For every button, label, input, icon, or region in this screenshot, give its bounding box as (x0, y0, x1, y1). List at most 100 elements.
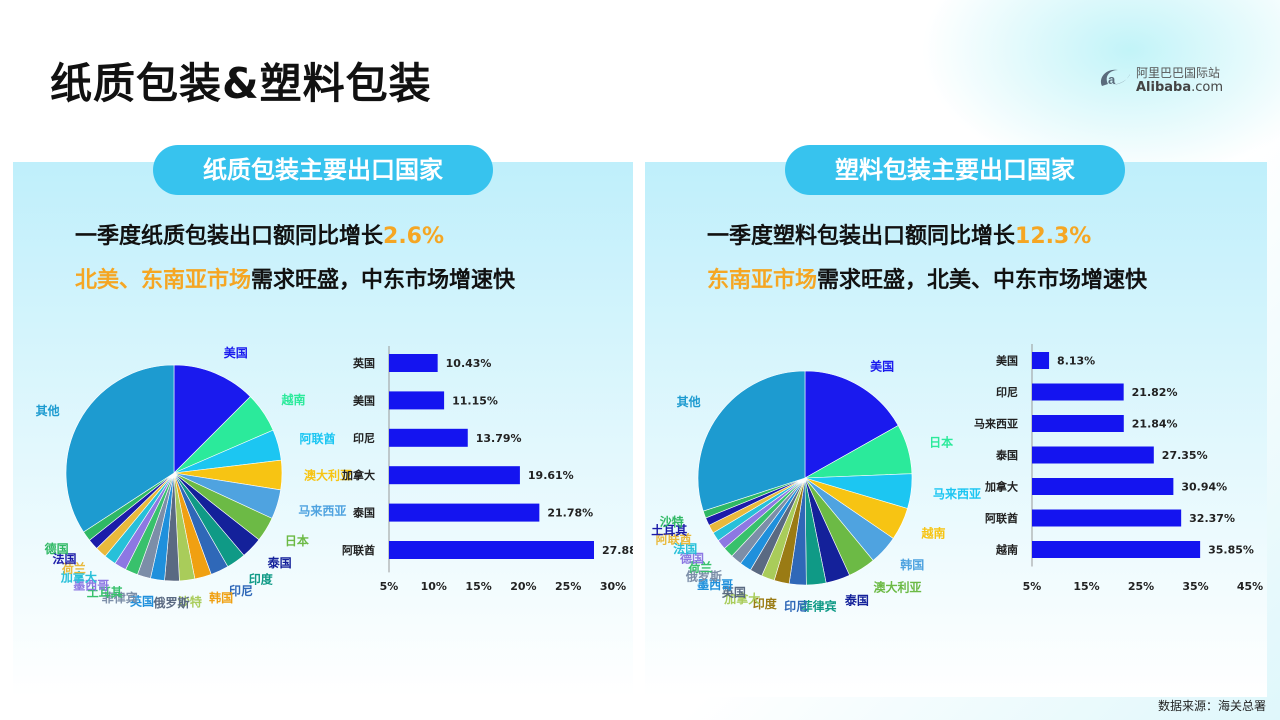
plastic-growth-value: 12.3% (1015, 224, 1092, 249)
paper-pie-label-18: 法国 (52, 551, 76, 566)
paper-packaging-panel: 纸质包装主要出口国家 一季度纸质包装出口额同比增长2.6% 北美、东南亚市场需求… (13, 145, 633, 697)
paper-bar-bar-5 (389, 541, 595, 559)
plastic-bar-tick-label-3: 35% (1182, 580, 1208, 593)
paper-market-headline: 北美、东南亚市场需求旺盛，中东市场增速快 (75, 262, 515, 294)
paper-pie-label-3: 澳大利亚 (304, 467, 352, 482)
paper-bar-value-label-4: 21.78% (547, 507, 593, 520)
paper-pie-label-17: 荷兰 (61, 561, 86, 576)
plastic-bar-value-label-1: 21.82% (1132, 386, 1178, 399)
paper-pie-slice-0 (173, 364, 251, 474)
plastic-pie-label-3: 越南 (920, 526, 945, 541)
plastic-pie-label-5: 澳大利亚 (874, 579, 922, 594)
plastic-pie-label-6: 泰国 (844, 593, 869, 608)
plastic-bar-tick-label-1: 15% (1073, 580, 1099, 593)
plastic-pie-label-14: 荷兰 (687, 560, 712, 575)
plastic-panel-title: 塑料包装主要出口国家 (785, 145, 1125, 195)
paper-charts-svg: 美国越南阿联酋澳大利亚马来西亚日本泰国印度印尼韩国沙特俄罗斯英国菲律宾土耳其墨西… (36, 345, 633, 610)
paper-bar-category-label-1: 美国 (353, 393, 375, 407)
plastic-pie-label-2: 马来西亚 (933, 486, 981, 501)
plastic-bar-category-label-5: 阿联酋 (985, 511, 1018, 525)
paper-pie-label-9: 韩国 (209, 590, 233, 605)
paper-bar-bar-3 (389, 466, 520, 485)
paper-bar-category-label-0: 英国 (352, 356, 375, 370)
paper-pie-label-0: 美国 (224, 345, 248, 360)
plastic-pie-label-13: 俄罗斯 (685, 569, 722, 584)
plastic-pie-label-8: 印尼 (784, 600, 808, 614)
paper-pie-label-5: 日本 (285, 533, 309, 548)
paper-pie-label-7: 印度 (249, 571, 274, 586)
paper-pie-slice-20 (65, 364, 175, 533)
logo-chinese-text: 阿里巴巴国际站 (1136, 66, 1221, 80)
plastic-bar-bar-5 (1032, 509, 1182, 527)
plastic-pie-label-10: 加拿大 (723, 591, 760, 606)
plastic-pie-label-7: 菲律宾 (801, 598, 837, 613)
plastic-market-highlight: 东南亚市场 (707, 268, 818, 293)
plastic-pie-label-0: 美国 (870, 359, 894, 374)
plastic-bar-category-label-0: 美国 (996, 354, 1018, 368)
paper-bar-tick-label-3: 20% (510, 580, 536, 593)
plastic-pie-label-9: 印度 (753, 596, 778, 611)
paper-bar-tick-label-0: 5% (380, 580, 399, 593)
paper-bar-bar-1 (389, 391, 445, 410)
plastic-bar-category-label-4: 加拿大 (984, 480, 1018, 494)
paper-bar-value-label-1: 11.15% (452, 394, 498, 407)
plastic-growth-headline: 一季度塑料包装出口额同比增长12.3% (707, 218, 1091, 250)
plastic-market-headline: 东南亚市场需求旺盛，北美、中东市场增速快 (707, 262, 1147, 294)
paper-bar-category-label-5: 阿联酋 (342, 543, 375, 557)
paper-growth-text: 一季度纸质包装出口额同比增长 (75, 224, 384, 249)
alibaba-logo-icon: a (1100, 69, 1130, 87)
paper-bar-category-label-3: 加拿大 (341, 468, 375, 482)
paper-pie-label-16: 加拿大 (60, 570, 97, 585)
logo-latin-main: Alibaba (1136, 80, 1192, 95)
paper-pie-label-6: 泰国 (267, 555, 292, 570)
plastic-growth-text: 一季度塑料包装出口额同比增长 (707, 224, 1016, 249)
plastic-bar-tick-label-2: 25% (1128, 580, 1154, 593)
paper-panel-title: 纸质包装主要出口国家 (153, 145, 493, 195)
paper-bar-bar-4 (389, 503, 540, 522)
paper-bar-tick-label-4: 25% (555, 580, 581, 593)
paper-growth-headline: 一季度纸质包装出口额同比增长2.6% (75, 218, 444, 250)
plastic-charts-svg: 美国日本马来西亚越南韩国澳大利亚泰国菲律宾印尼印度加拿大英国墨西哥俄罗斯荷兰德国… (651, 344, 1263, 614)
paper-pie-label-2: 阿联酋 (299, 431, 335, 446)
paper-pie-label-10: 沙特 (178, 594, 202, 609)
page-title: 纸质包装&塑料包装 (50, 59, 432, 108)
paper-pie-label-15: 墨西哥 (73, 579, 109, 593)
paper-bar-category-label-2: 印尼 (353, 432, 375, 445)
plastic-bar-tick-label-0: 5% (1023, 580, 1042, 593)
paper-bar-tick-label-1: 10% (421, 580, 447, 593)
plastic-bar-value-label-5: 32.37% (1189, 512, 1235, 525)
plastic-pie-label-1: 日本 (929, 435, 953, 450)
plastic-bar-value-label-6: 35.85% (1208, 544, 1254, 557)
paper-pie-label-8: 印尼 (229, 584, 253, 598)
paper-market-highlight: 北美、东南亚市场 (75, 268, 252, 293)
plastic-pie-label-20: 其他 (677, 394, 701, 409)
plastic-pie-label-11: 英国 (722, 585, 746, 600)
paper-pie-label-14: 土耳其 (87, 584, 123, 599)
plastic-bar-value-label-2: 21.84% (1132, 418, 1178, 431)
plastic-market-text: 需求旺盛，北美、中东市场增速快 (817, 268, 1148, 293)
plastic-bar-value-label-3: 27.35% (1162, 449, 1208, 462)
paper-bar-tick-label-5: 30% (600, 580, 626, 593)
plastic-pie-label-17: 阿联酋 (656, 532, 692, 547)
plastic-pie-label-4: 韩国 (900, 557, 924, 572)
plastic-bar-value-label-4: 30.94% (1181, 481, 1227, 494)
plastic-bar-category-label-3: 泰国 (995, 448, 1018, 462)
paper-market-text: 需求旺盛，中东市场增速快 (251, 268, 516, 293)
plastic-pie-slice-0 (804, 370, 899, 479)
paper-bar-value-label-3: 19.61% (528, 469, 574, 482)
alibaba-logo: a 阿里巴巴国际站 Alibaba.com (1096, 62, 1236, 98)
paper-pie-label-20: 其他 (36, 403, 60, 418)
logo-latin-text: Alibaba.com (1136, 80, 1223, 95)
svg-text:a: a (1108, 72, 1116, 87)
paper-bar-bar-0 (389, 354, 438, 372)
data-source-note: 数据来源：海关总署 (1157, 699, 1266, 713)
paper-pie-label-11: 俄罗斯 (153, 595, 190, 610)
paper-bar-value-label-2: 13.79% (476, 432, 522, 445)
paper-pie-label-13: 菲律宾 (102, 590, 138, 605)
plastic-bar-value-label-0: 8.13% (1057, 355, 1095, 368)
logo-latin-suffix: .com (1191, 80, 1224, 95)
plastic-bar-category-label-6: 越南 (995, 543, 1018, 557)
plastic-bar-bar-1 (1032, 383, 1124, 401)
paper-bar-bar-2 (389, 428, 468, 447)
plastic-bar-bar-3 (1032, 446, 1154, 464)
